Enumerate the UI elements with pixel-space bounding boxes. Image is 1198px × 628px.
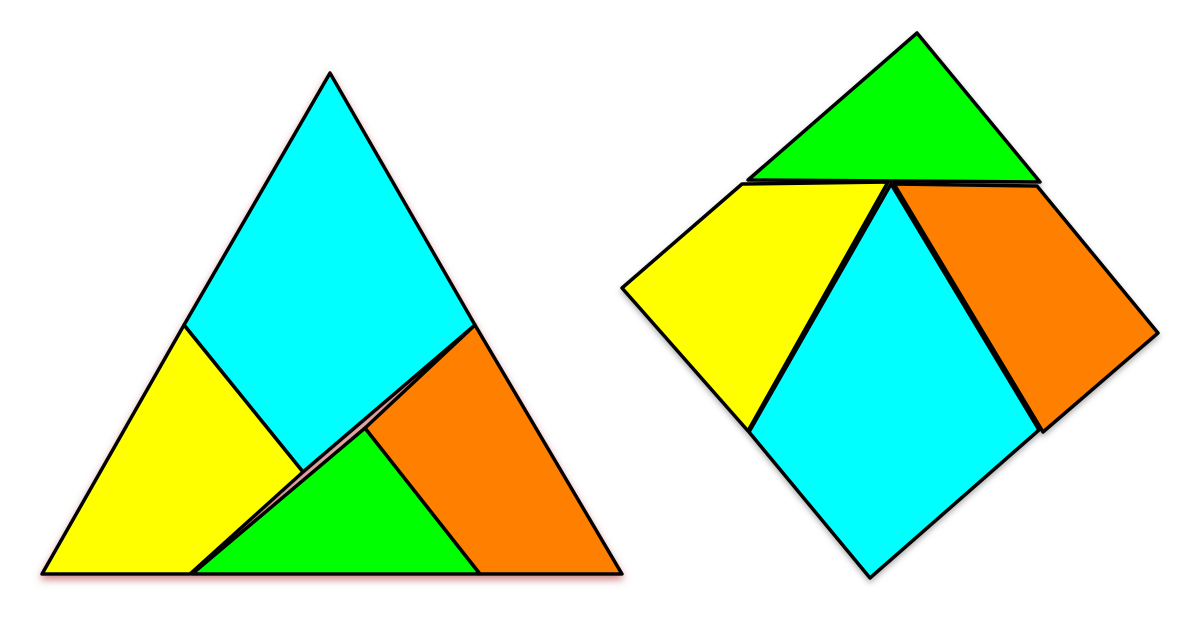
triangle-orange-quadrilateral xyxy=(363,323,624,576)
square-arrangement xyxy=(620,31,1160,580)
square-orange-quadrilateral xyxy=(892,182,1160,434)
triangle-arrangement xyxy=(40,71,624,576)
square-green-triangle xyxy=(746,31,1042,184)
square-cyan-rhombus xyxy=(747,182,1041,580)
triangle-yellow-quadrilateral xyxy=(40,323,305,576)
